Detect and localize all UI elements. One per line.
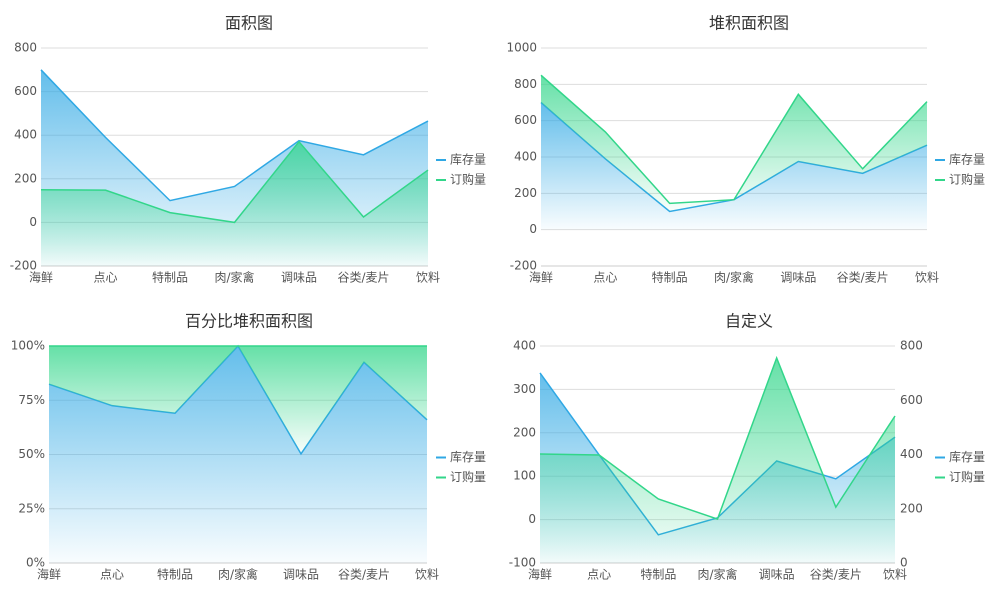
chart-title: 面积图 — [225, 14, 273, 33]
y-tick-label: 1000 — [506, 41, 537, 55]
chart-title: 堆积面积图 — [709, 14, 789, 33]
x-tick-label: 海鲜 — [29, 270, 53, 285]
x-tick-label: 点心 — [93, 271, 117, 285]
legend-label: 库存量 — [450, 152, 486, 167]
y-tick-label: 400 — [513, 339, 536, 353]
series-line — [540, 74, 928, 205]
x-tick-label: 调味品 — [780, 271, 816, 285]
x-tick-label: 特制品 — [640, 567, 676, 582]
x-tick-label: 谷类/麦片 — [837, 271, 889, 285]
y2-tick-label: 200 — [900, 501, 923, 515]
x-tick-label: 点心 — [587, 568, 611, 582]
y-tick-label: -200 — [510, 259, 537, 273]
x-tick-label: 点心 — [593, 271, 617, 285]
y-tick-label: 100 — [513, 469, 536, 483]
y-tick-label: 0 — [29, 215, 37, 229]
series-line — [40, 69, 429, 202]
legend-label: 库存量 — [949, 449, 985, 464]
x-tick-label: 饮料 — [915, 271, 939, 285]
legend-label: 订购量 — [450, 469, 486, 484]
y-tick-label: 0% — [26, 556, 45, 570]
x-tick-label: 特制品 — [152, 270, 188, 285]
chart-title: 自定义 — [725, 312, 773, 331]
y-tick-label: 25% — [18, 501, 45, 515]
series-line — [539, 355, 896, 521]
legend-label: 订购量 — [949, 469, 985, 484]
x-tick-label: 肉/家禽 — [714, 270, 754, 285]
y-tick-label: 300 — [513, 382, 536, 396]
x-tick-label: 调味品 — [759, 568, 795, 582]
y2-tick-label: 600 — [900, 393, 923, 407]
legend-label: 库存量 — [949, 152, 985, 167]
y-tick-label: -100 — [509, 556, 536, 570]
x-tick-label: 肉/家禽 — [218, 567, 258, 582]
y2-tick-label: 400 — [900, 447, 923, 461]
y-tick-label: 200 — [514, 186, 537, 200]
y-tick-label: 800 — [14, 41, 37, 55]
x-tick-label: 特制品 — [157, 567, 193, 582]
y-tick-label: 100% — [11, 339, 45, 353]
x-tick-label: 肉/家禽 — [697, 567, 737, 582]
x-tick-label: 谷类/麦片 — [338, 568, 390, 582]
x-tick-label: 饮料 — [883, 568, 907, 582]
series-line — [40, 140, 429, 224]
area-fill — [541, 75, 927, 212]
x-tick-label: 调味品 — [283, 568, 319, 582]
y-tick-label: 200 — [513, 425, 536, 439]
area-fill — [540, 357, 895, 563]
y2-tick-label: 0 — [900, 556, 908, 570]
y-tick-label: 800 — [514, 77, 537, 91]
y-tick-label: 400 — [514, 150, 537, 164]
legend-label: 订购量 — [949, 172, 985, 187]
y-tick-label: 200 — [14, 171, 37, 185]
y-tick-label: 0 — [528, 512, 536, 526]
x-tick-label: 饮料 — [416, 271, 440, 285]
y-tick-label: 0 — [529, 222, 537, 236]
y2-tick-label: 800 — [900, 339, 923, 353]
area-fill — [49, 346, 427, 454]
y-tick-label: 75% — [18, 393, 45, 407]
x-tick-label: 谷类/麦片 — [810, 568, 862, 582]
x-tick-label: 肉/家禽 — [214, 270, 254, 285]
y-tick-label: 50% — [18, 447, 45, 461]
y-tick-label: 600 — [14, 84, 37, 98]
legend-label: 订购量 — [450, 172, 486, 187]
area-fill — [49, 346, 427, 563]
x-tick-label: 谷类/麦片 — [337, 271, 389, 285]
legend-label: 库存量 — [450, 449, 486, 464]
area-fill — [541, 102, 927, 230]
chart-title: 百分比堆积面积图 — [185, 312, 313, 331]
y-tick-label: 400 — [14, 128, 37, 142]
x-tick-label: 饮料 — [415, 568, 439, 582]
area-fill — [41, 141, 428, 266]
y-tick-label: 600 — [514, 113, 537, 127]
x-tick-label: 特制品 — [652, 270, 688, 285]
x-tick-label: 海鲜 — [529, 270, 553, 285]
x-tick-label: 点心 — [100, 568, 124, 582]
y-tick-label: -200 — [10, 259, 37, 273]
x-tick-label: 调味品 — [281, 271, 317, 285]
x-tick-label: 海鲜 — [528, 567, 552, 582]
x-tick-label: 海鲜 — [37, 567, 61, 582]
